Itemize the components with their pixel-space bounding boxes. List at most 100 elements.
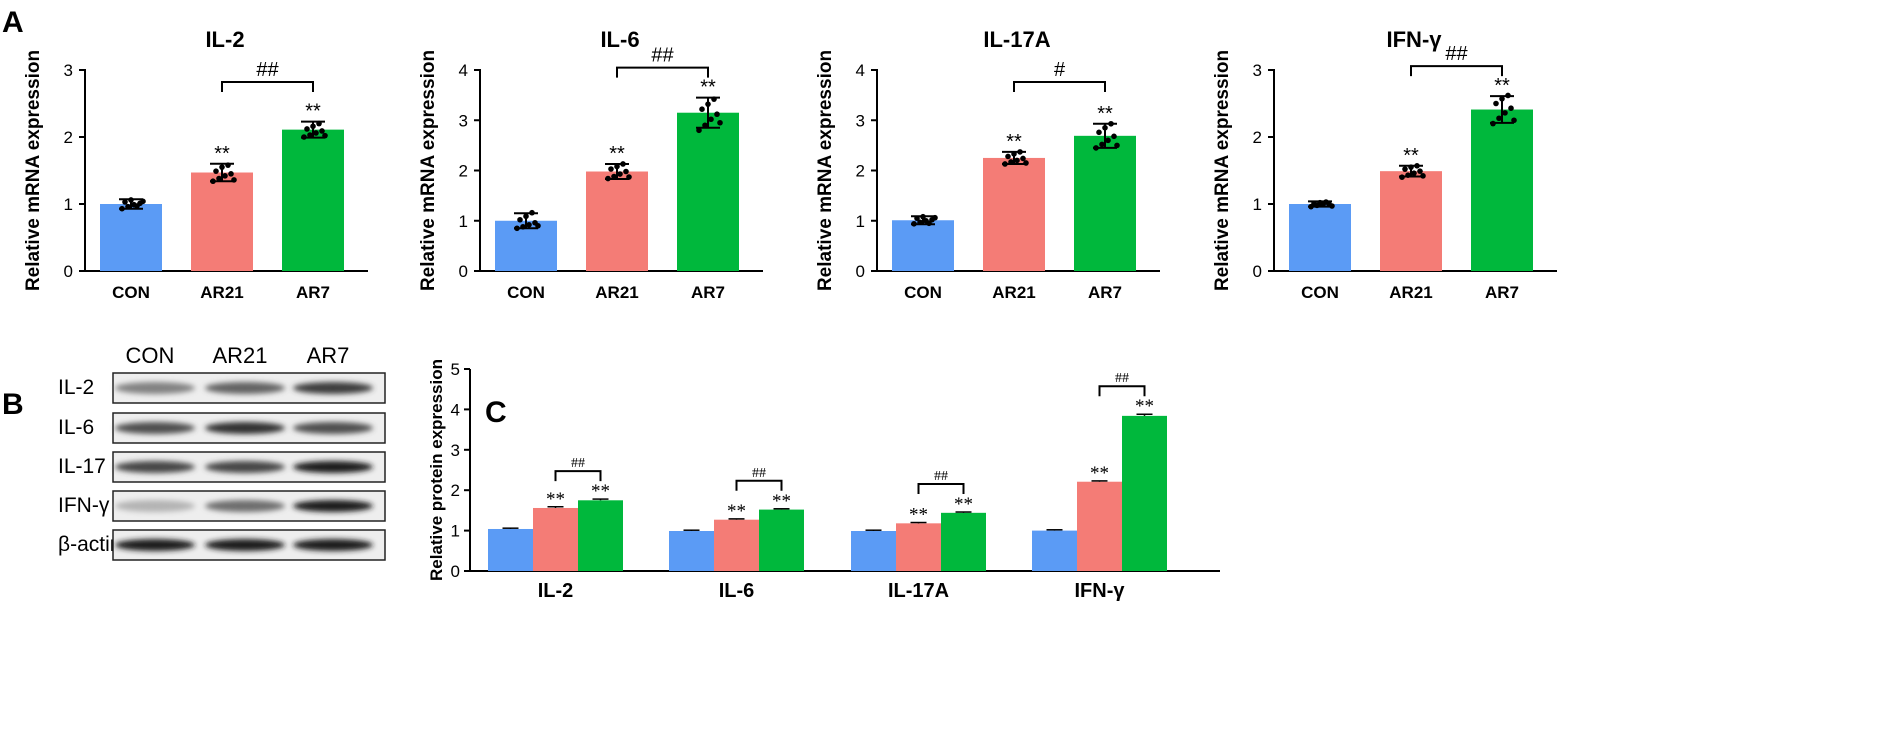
- blot-row-il-17: IL-17: [58, 451, 386, 483]
- bar-ar21: [983, 157, 1045, 271]
- bar-ar21: [533, 507, 578, 571]
- blot-band: [293, 461, 373, 473]
- data-point: [714, 111, 720, 118]
- data-point: [717, 119, 723, 126]
- y-tick-label: 1: [856, 212, 865, 231]
- data-point: [319, 128, 325, 134]
- significance-bracket: [1013, 81, 1106, 92]
- data-point: [1499, 96, 1505, 102]
- significance-bracket: [735, 479, 783, 491]
- x-tick-label: IL-6: [719, 580, 755, 602]
- significance-stars: **: [1097, 103, 1113, 125]
- bracket-label: #: [1054, 59, 1066, 81]
- blot-band: [205, 500, 285, 512]
- significance-bracket: [1098, 385, 1146, 397]
- data-point: [1102, 124, 1108, 131]
- blot-row-β-actin: β-actin: [58, 529, 386, 561]
- y-tick-label: 4: [451, 400, 460, 419]
- data-point: [1093, 145, 1099, 151]
- y-tick-label: 4: [459, 61, 468, 80]
- data-point: [1017, 149, 1023, 155]
- data-point: [914, 215, 920, 222]
- data-point: [1411, 170, 1417, 176]
- x-tick-label: CON: [1301, 283, 1339, 302]
- significance-stars: **: [1494, 75, 1510, 97]
- data-point: [1002, 161, 1008, 167]
- bar-ar7: [1471, 109, 1533, 271]
- blot-row-label: IFN-γ: [58, 494, 110, 517]
- blot-band: [293, 539, 373, 551]
- y-tick-label: 0: [1253, 262, 1262, 281]
- bar-con: [669, 531, 714, 571]
- bar-ar7: [677, 112, 739, 272]
- data-point: [1311, 200, 1317, 207]
- significance-stars: **: [546, 489, 565, 510]
- bar-con: [1032, 530, 1077, 571]
- panel-label-a: A: [2, 6, 24, 39]
- data-point: [1317, 199, 1323, 206]
- data-point: [231, 177, 237, 183]
- data-point: [301, 134, 307, 140]
- blot-band: [293, 382, 373, 394]
- significance-stars: **: [909, 505, 928, 526]
- x-tick-label: AR7: [1088, 283, 1122, 302]
- group-ifn-γ: ** ** ## IFN-γ: [1032, 371, 1167, 602]
- y-tick-label: 3: [1253, 61, 1262, 80]
- bar-ar7: [1074, 135, 1136, 271]
- data-point: [523, 213, 529, 220]
- data-point: [219, 164, 225, 170]
- significance-bracket: [616, 66, 709, 78]
- data-point: [1490, 120, 1496, 127]
- data-point: [917, 219, 923, 226]
- y-axis-label: Relative mRNA expression: [1212, 50, 1233, 291]
- bar-ar7: [759, 509, 804, 571]
- data-point: [1323, 199, 1329, 205]
- data-point: [119, 205, 125, 212]
- data-point: [614, 163, 620, 170]
- x-tick-label: AR7: [1485, 283, 1519, 302]
- data-point: [1496, 115, 1502, 122]
- data-point: [705, 101, 711, 107]
- significance-stars: **: [591, 481, 610, 502]
- chart-title: IL-2: [205, 27, 244, 52]
- blot-row-il-2: IL-2: [58, 372, 386, 404]
- y-tick-label: 0: [64, 262, 73, 281]
- mrna-chart-il-17a: 0 1 2 3 4 IL-17A Relative mRNA expression CON **…: [815, 27, 1160, 302]
- data-point: [708, 116, 714, 123]
- blot-band: [115, 539, 195, 551]
- x-tick-label: CON: [112, 283, 150, 302]
- lane-label-ar21: AR21: [212, 343, 267, 368]
- x-tick-label: AR21: [595, 283, 638, 302]
- blot-band: [205, 539, 285, 551]
- panel-label-b: B: [2, 388, 24, 421]
- data-point: [128, 197, 134, 203]
- bar-ar21: [896, 523, 941, 571]
- x-tick-label: AR21: [992, 283, 1035, 302]
- bar-ar7: [1122, 415, 1167, 571]
- western-blot-panel: CON AR21 AR7 IL-2 IL-6 IL-17 IFN-γ β-actin: [58, 343, 386, 561]
- blot-row-ifn-γ: IFN-γ: [58, 490, 386, 522]
- blot-row-il-6: IL-6: [58, 412, 386, 444]
- blot-row-label: IL-6: [58, 416, 94, 439]
- bar-con: [1289, 204, 1351, 271]
- data-point: [535, 222, 541, 229]
- data-point: [225, 162, 231, 168]
- data-point: [1005, 153, 1011, 160]
- data-point: [620, 161, 626, 167]
- mrna-chart-il-6: 0 1 2 3 4 IL-6 Relative mRNA expression CON ** AR…: [418, 27, 763, 302]
- bar-ar21: [191, 172, 253, 271]
- data-point: [623, 168, 629, 175]
- significance-stars: **: [1403, 145, 1419, 167]
- x-tick-label: AR7: [296, 283, 330, 302]
- blot-band: [293, 500, 373, 512]
- bar-ar21: [1077, 481, 1122, 571]
- blot-band: [115, 382, 195, 394]
- y-tick-label: 1: [451, 522, 460, 541]
- y-tick-label: 4: [856, 61, 865, 80]
- y-tick-label: 1: [64, 195, 73, 214]
- data-point: [608, 166, 614, 172]
- blot-band: [115, 461, 195, 473]
- y-tick-label: 2: [1253, 128, 1262, 147]
- blot-band: [205, 382, 285, 394]
